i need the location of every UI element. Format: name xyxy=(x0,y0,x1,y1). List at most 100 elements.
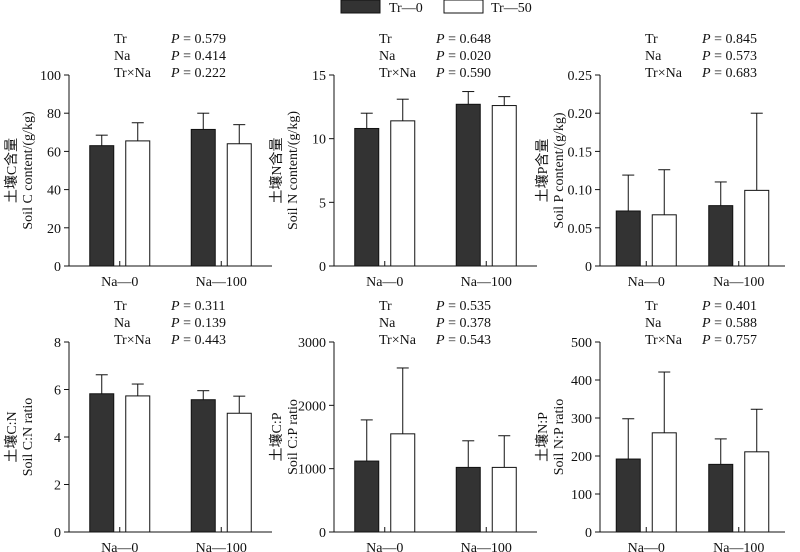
legend-label-tr50: Tr—50 xyxy=(491,1,532,16)
y-axis-label-cn: 土壤N含量 xyxy=(268,137,285,203)
y-tick-label: 300 xyxy=(571,412,592,427)
stat-factor: Tr xyxy=(645,299,658,314)
bar-tr0 xyxy=(708,205,734,267)
legend-label-tr0: Tr—0 xyxy=(389,1,423,16)
x-tick-label: Na—100 xyxy=(461,541,512,552)
y-axis-label: Soil N:P ratio xyxy=(552,399,567,476)
y-tick-label: 0.05 xyxy=(568,222,593,237)
legend-swatch-tr50 xyxy=(443,0,484,14)
x-tick-label: Na—100 xyxy=(713,541,764,552)
bar-tr50 xyxy=(125,140,151,267)
y-tick-label: 0.15 xyxy=(568,145,593,160)
stat-p-value: P = 0.311 xyxy=(170,299,225,314)
chart-panel-6: 0 100 200 300 400 500 Na—0 Na—100 Tr P = 0.401 Na P… xyxy=(534,299,785,552)
y-tick-label: 8 xyxy=(54,336,61,351)
y-tick-label: 3000 xyxy=(298,336,326,351)
y-tick-label: 100 xyxy=(40,69,61,84)
stat-p-value: P = 0.378 xyxy=(435,316,491,331)
legend-swatch-tr0 xyxy=(340,0,381,14)
stat-factor: Tr xyxy=(379,32,392,47)
stat-factor: Tr xyxy=(645,32,658,47)
y-tick-label: 500 xyxy=(571,336,592,351)
bar-tr0 xyxy=(89,393,115,533)
y-tick-label: 40 xyxy=(47,184,61,199)
bar-tr0 xyxy=(190,128,216,267)
y-tick-label: 80 xyxy=(47,107,61,122)
x-tick-label: Na—0 xyxy=(101,541,138,552)
bar-tr50 xyxy=(651,214,677,267)
y-tick-label: 0 xyxy=(319,526,326,541)
bar-tr50 xyxy=(390,120,416,267)
stat-p-value: P = 0.648 xyxy=(435,32,491,47)
stat-factor: Tr xyxy=(379,299,392,314)
stat-factor: Na xyxy=(114,316,131,331)
stat-p-value: P = 0.588 xyxy=(701,316,757,331)
y-tick-label: 0.25 xyxy=(568,69,593,84)
stat-p-value: P = 0.845 xyxy=(701,32,757,47)
x-tick-label: Na—0 xyxy=(628,541,665,552)
x-tick-label: Na—0 xyxy=(628,275,665,290)
bar-tr0 xyxy=(354,127,380,267)
bar-tr50 xyxy=(125,395,151,533)
y-tick-label: 2000 xyxy=(298,399,326,414)
y-tick-label: 0 xyxy=(319,260,326,275)
bar-tr50 xyxy=(390,433,416,533)
bar-tr50 xyxy=(651,432,677,533)
stat-p-value: P = 0.543 xyxy=(435,333,491,348)
stat-p-value: P = 0.590 xyxy=(435,66,491,81)
stat-p-value: P = 0.757 xyxy=(701,333,757,348)
y-tick-label: 0.20 xyxy=(568,107,593,122)
chart-panel-4: 0 2 4 6 8 Na—0 Na—100 Tr P = 0.311 Na P = 0.139 Tr×… xyxy=(3,299,272,552)
y-tick-label: 5 xyxy=(319,196,326,211)
stat-p-value: P = 0.579 xyxy=(170,32,226,47)
y-axis-label-cn: 土壤N:P xyxy=(534,412,551,462)
bar-tr0 xyxy=(615,458,641,533)
y-tick-label: 0 xyxy=(585,526,592,541)
stat-factor: Tr×Na xyxy=(114,66,152,81)
x-tick-label: Na—0 xyxy=(366,275,403,290)
bar-tr0 xyxy=(354,460,380,533)
stat-factor: Tr xyxy=(114,299,127,314)
y-tick-label: 20 xyxy=(47,222,61,237)
y-tick-label: 0 xyxy=(54,526,61,541)
stat-factor: Tr xyxy=(114,32,127,47)
bar-tr50 xyxy=(226,412,252,533)
y-tick-label: 100 xyxy=(571,488,592,503)
y-tick-label: 1000 xyxy=(298,463,326,478)
y-tick-label: 400 xyxy=(571,374,592,389)
stat-factor: Na xyxy=(645,49,662,64)
y-tick-label: 10 xyxy=(312,133,326,148)
stat-factor: Tr×Na xyxy=(379,333,417,348)
bar-tr50 xyxy=(744,189,770,267)
bar-tr0 xyxy=(190,399,216,533)
x-tick-label: Na—100 xyxy=(196,275,247,290)
chart-panel-3: 0 0.05 0.10 0.15 0.20 0.25 Na—0 Na—100 Tr P = 0.8… xyxy=(534,32,785,290)
y-axis-label: Soil C:N ratio xyxy=(21,398,36,477)
stat-factor: Tr×Na xyxy=(114,333,152,348)
chart-panel-2: 0 5 10 15 Na—0 Na—100 Tr P = 0.648 Na P = 0.020 Tr… xyxy=(268,32,537,290)
bar-tr0 xyxy=(708,463,734,533)
stat-p-value: P = 0.573 xyxy=(701,49,757,64)
stat-p-value: P = 0.414 xyxy=(170,49,226,64)
y-tick-label: 6 xyxy=(54,384,61,399)
legend: Tr—0 Tr—50 xyxy=(340,0,532,16)
bar-tr0 xyxy=(455,103,481,267)
stat-p-value: P = 0.222 xyxy=(170,66,226,81)
bar-tr50 xyxy=(491,466,517,533)
x-tick-label: Na—100 xyxy=(196,541,247,552)
x-tick-label: Na—0 xyxy=(366,541,403,552)
y-axis-label: Soil C:P ratio xyxy=(286,399,301,475)
stat-p-value: P = 0.401 xyxy=(701,299,757,314)
stat-factor: Na xyxy=(379,316,396,331)
y-tick-label: 0 xyxy=(54,260,61,275)
y-tick-label: 0.10 xyxy=(568,184,593,199)
stat-p-value: P = 0.020 xyxy=(435,49,491,64)
y-axis-label-cn: 土壤C含量 xyxy=(3,138,20,203)
bar-tr50 xyxy=(226,143,252,267)
bar-tr50 xyxy=(491,105,517,267)
bar-tr0 xyxy=(455,466,481,533)
stat-factor: Na xyxy=(379,49,396,64)
y-tick-label: 60 xyxy=(47,145,61,160)
